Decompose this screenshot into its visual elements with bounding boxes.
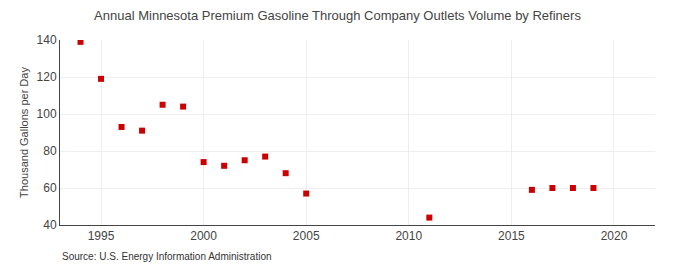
svg-text:2010: 2010 — [395, 229, 422, 243]
svg-text:100: 100 — [37, 107, 57, 121]
svg-text:120: 120 — [37, 70, 57, 84]
svg-text:80: 80 — [43, 144, 57, 158]
svg-text:40: 40 — [43, 218, 57, 232]
svg-text:60: 60 — [43, 181, 57, 195]
svg-text:Source: U.S. Energy Informatio: Source: U.S. Energy Information Administ… — [62, 251, 272, 262]
svg-text:Thousand Gallons per Day: Thousand Gallons per Day — [18, 67, 30, 198]
svg-text:2015: 2015 — [498, 229, 525, 243]
svg-text:2005: 2005 — [293, 229, 320, 243]
svg-text:2000: 2000 — [190, 229, 217, 243]
svg-text:140: 140 — [37, 33, 57, 47]
svg-text:2020: 2020 — [601, 229, 628, 243]
svg-text:Annual Minnesota Premium Gasol: Annual Minnesota Premium Gasoline Throug… — [94, 8, 581, 23]
svg-text:1995: 1995 — [88, 229, 115, 243]
